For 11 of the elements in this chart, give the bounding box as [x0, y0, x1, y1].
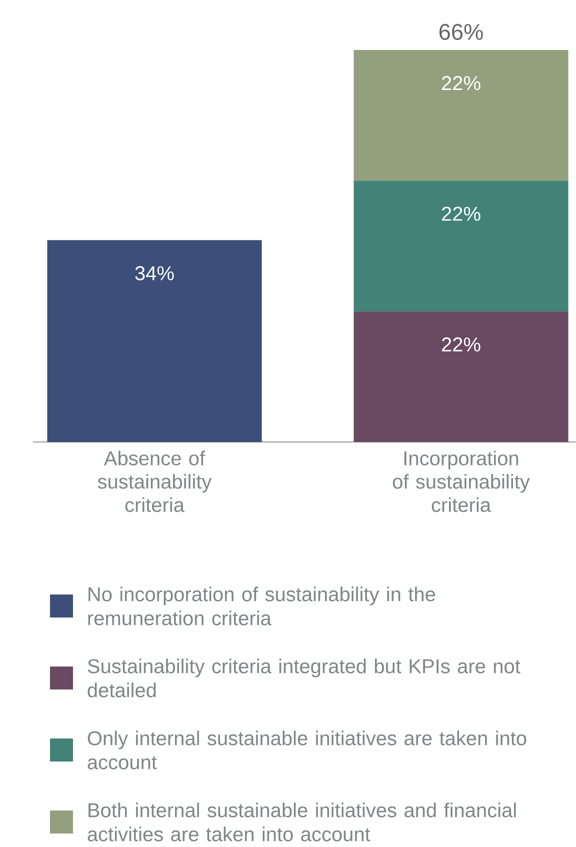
- data-label: 22%: [442, 76, 480, 90]
- legend-label: Sustainability criteria integrated but KPIs are not detailed: [88, 658, 520, 698]
- x-tick-label: Absence of sustainability criteria: [98, 450, 212, 512]
- data-label: 34%: [135, 266, 174, 280]
- legend-label: Only internal sustainable initiatives are taken into account: [88, 730, 526, 770]
- data-label: 22%: [442, 206, 480, 221]
- data-label: 22%: [442, 337, 480, 352]
- x-tick-label: Incorporation of sustainability criteria: [392, 450, 530, 512]
- total-label: 66%: [439, 24, 483, 40]
- legend-label: No incorporation of sustainability in the remuneration criteria: [88, 586, 436, 626]
- legend-label: Both internal sustainable initiatives and financial activities are taken into account: [88, 802, 516, 842]
